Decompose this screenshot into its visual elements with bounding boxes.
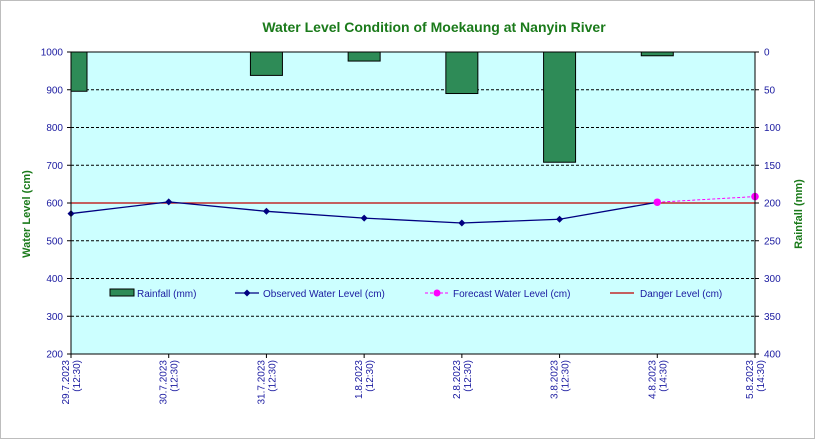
legend-label: Observed Water Level (cm) [263,289,385,300]
chart-title: Water Level Condition of Moekaung at Nan… [262,19,606,35]
rainfall-bar [249,51,283,76]
x-axis-ticks: 29.7.2023 (12:30) 30.7.2023 (12:30) 31.7.202… [61,354,767,405]
observed-point [556,215,564,223]
y2-tick-label: 100 [764,123,781,134]
y2-tick-label: 50 [764,85,776,96]
y2-tick-label: 200 [764,199,781,210]
y-tick-label: 600 [46,199,63,210]
rainfall-bar [543,51,577,163]
y2-tick-label: 250 [764,236,781,247]
legend-observed-marker [243,289,251,297]
x-tick-date: 3.8.2023 [550,360,561,399]
observed-point [458,219,466,227]
legend-label: Forecast Water Level (cm) [453,289,570,300]
y-axis-ticks: 200 300 400 500 600 700 800 900 1000 [41,48,71,361]
x-tick-time: (12:30) [170,360,181,392]
y-tick-label: 400 [46,274,63,285]
legend-label: Danger Level (cm) [640,289,722,300]
x-tick-time: (12:30) [463,360,474,392]
rainfall-bars [70,51,674,163]
x-tick-time: (12:30) [561,360,572,392]
x-tick-label: 30.7.2023 (12:30) [159,360,181,405]
observed-point [262,207,270,215]
rainfall-bar [347,51,381,62]
y-tick-label: 200 [46,350,63,361]
rainfall-bar [445,51,479,95]
legend-forecast-marker [433,289,441,297]
rainfall-bar [640,51,674,57]
y-tick-label: 800 [46,123,63,134]
x-tick-label: 29.7.2023 (12:30) [61,360,83,405]
x-tick-time: (12:30) [267,360,278,392]
x-tick-label: 31.7.2023 (12:30) [256,360,278,405]
x-tick-date: 2.8.2023 [452,360,463,399]
y-tick-label: 900 [46,85,63,96]
x-tick-date: 31.7.2023 [256,360,267,405]
x-tick-label: 5.8.2023 (14:30) [745,360,767,399]
y2-tick-label: 150 [764,161,781,172]
x-tick-label: 1.8.2023 (12:30) [354,360,376,399]
observed-point [360,214,368,222]
forecast-series [653,192,759,207]
y-tick-label: 1000 [41,48,64,59]
x-tick-time: (14:30) [756,360,767,392]
observed-point [165,198,173,206]
x-tick-time: (12:30) [365,360,376,392]
y-tick-label: 500 [46,236,63,247]
y-tick-label: 700 [46,161,63,172]
y2-tick-label: 0 [764,48,770,59]
y2-tick-label: 400 [764,350,781,361]
y2-axis-title: Rainfall (mm) [793,179,805,249]
x-tick-time: (12:30) [72,360,83,392]
x-tick-date: 4.8.2023 [647,360,658,399]
rainfall-bar [70,51,88,92]
x-tick-label: 2.8.2023 (12:30) [452,360,474,399]
x-tick-date: 29.7.2023 [61,360,72,405]
x-tick-date: 30.7.2023 [159,360,170,405]
x-tick-label: 3.8.2023 (12:30) [550,360,572,399]
legend-rainfall-swatch [109,288,135,297]
forecast-line [657,196,756,203]
x-tick-time: (14:30) [658,360,669,392]
y2-axis-ticks: 0 50 100 150 200 250 300 350 400 [755,48,781,361]
y2-tick-label: 350 [764,312,781,323]
y2-tick-label: 300 [764,274,781,285]
y-tick-label: 300 [46,312,63,323]
forecast-point [653,198,662,207]
y-axis-title: Water Level (cm) [21,170,33,258]
x-tick-date: 5.8.2023 [745,360,756,399]
x-tick-date: 1.8.2023 [354,360,365,399]
x-tick-label: 4.8.2023 (14:30) [647,360,669,399]
legend: Rainfall (mm) Observed Water Level (cm) Fo… [109,288,722,300]
legend-label: Rainfall (mm) [137,289,196,300]
